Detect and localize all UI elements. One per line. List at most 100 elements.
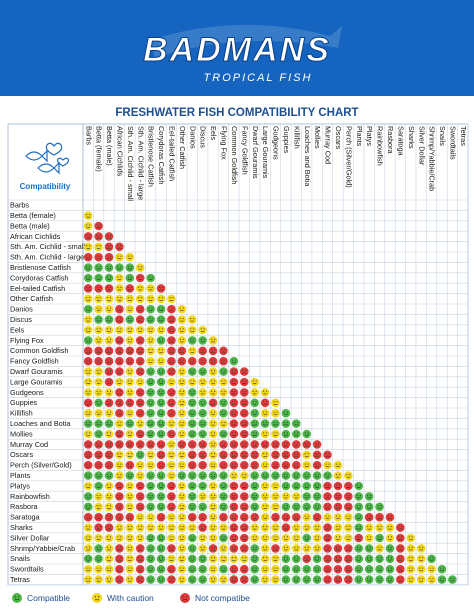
eye — [328, 536, 330, 538]
eye — [138, 265, 140, 268]
eye — [245, 567, 247, 569]
compat-dot — [323, 554, 332, 564]
compat-dot — [354, 544, 364, 553]
eye — [151, 297, 153, 299]
compat-cell — [375, 502, 384, 512]
compat-cell — [250, 460, 259, 470]
compat-dot — [156, 544, 166, 553]
compat-dot — [364, 523, 374, 532]
eye — [304, 505, 306, 507]
compat-dot — [198, 564, 207, 574]
compat-dot — [302, 544, 312, 553]
eye — [401, 536, 403, 538]
mouth — [314, 580, 320, 582]
compat-dot — [125, 575, 135, 584]
eye — [182, 505, 184, 507]
eye — [307, 577, 309, 580]
compat-cell — [219, 554, 228, 564]
mouth — [283, 413, 289, 416]
eye — [96, 525, 98, 528]
compat-cell — [271, 408, 280, 418]
compat-dot — [115, 252, 124, 262]
mouth — [356, 507, 361, 509]
compat-dot — [187, 575, 197, 584]
compat-dot — [135, 398, 145, 408]
eye — [130, 276, 132, 278]
compat-cell — [219, 533, 228, 543]
compat-cell — [239, 554, 249, 564]
mouth — [335, 549, 341, 551]
eye — [120, 546, 122, 548]
eye — [120, 401, 122, 403]
compat-cell — [302, 471, 312, 480]
compat-dot — [229, 523, 239, 532]
compat-dot — [146, 284, 155, 293]
eye — [422, 567, 424, 569]
compat-cell — [229, 377, 239, 387]
eye — [148, 515, 150, 517]
eye — [242, 463, 244, 465]
eye — [203, 390, 205, 392]
eye — [130, 484, 132, 486]
mouth — [117, 445, 122, 447]
compat-dot — [115, 575, 124, 584]
compat-dot — [271, 492, 280, 501]
compat-dot — [239, 377, 249, 387]
compat-dot — [135, 502, 145, 512]
eye — [179, 473, 181, 476]
compat-cell — [187, 398, 197, 408]
eye — [141, 463, 143, 465]
eye — [120, 265, 122, 268]
compat-dot — [260, 544, 270, 553]
compat-cell — [115, 367, 124, 376]
compat-dot — [385, 575, 395, 584]
legend-item: Not compatibe — [180, 593, 250, 603]
compat-cell — [187, 564, 197, 574]
compat-cell — [94, 512, 103, 522]
mouth — [200, 580, 205, 582]
compat-dot — [167, 419, 176, 428]
eye — [141, 328, 143, 330]
eye — [99, 369, 101, 372]
mouth — [190, 392, 195, 395]
compat-dot — [115, 284, 124, 293]
compat-dot — [83, 471, 93, 480]
row-label: Plants — [10, 471, 31, 480]
compat-dot — [115, 481, 124, 491]
compat-dot — [177, 564, 187, 574]
mouth — [325, 570, 330, 572]
eye — [99, 307, 101, 309]
eye — [221, 515, 223, 517]
compat-dot — [187, 408, 197, 418]
row-label: Killifish — [10, 409, 33, 418]
mouth — [96, 548, 101, 551]
eye — [96, 546, 98, 548]
mouth — [190, 434, 195, 436]
eye — [266, 536, 268, 538]
mouth — [190, 559, 195, 561]
compat-cell — [250, 450, 259, 460]
eye — [99, 265, 101, 268]
eye — [89, 411, 91, 413]
row-label: Saratoga — [10, 513, 41, 522]
eye — [117, 494, 119, 496]
compat-cell — [416, 575, 426, 584]
eye — [89, 297, 91, 299]
compat-cell — [271, 523, 280, 532]
compat-cell — [94, 533, 103, 543]
compat-dot — [406, 544, 416, 553]
eye — [138, 421, 140, 424]
compat-dot — [292, 523, 301, 532]
eye — [231, 380, 233, 382]
compat-dot — [302, 575, 312, 584]
compat-cell — [135, 502, 145, 512]
compat-cell — [125, 367, 135, 376]
eye — [151, 536, 153, 538]
eye — [221, 369, 223, 372]
compat-dot — [239, 471, 249, 480]
eye — [193, 473, 195, 476]
eye — [158, 494, 161, 496]
compat-cell — [104, 232, 114, 241]
eye — [120, 359, 122, 361]
